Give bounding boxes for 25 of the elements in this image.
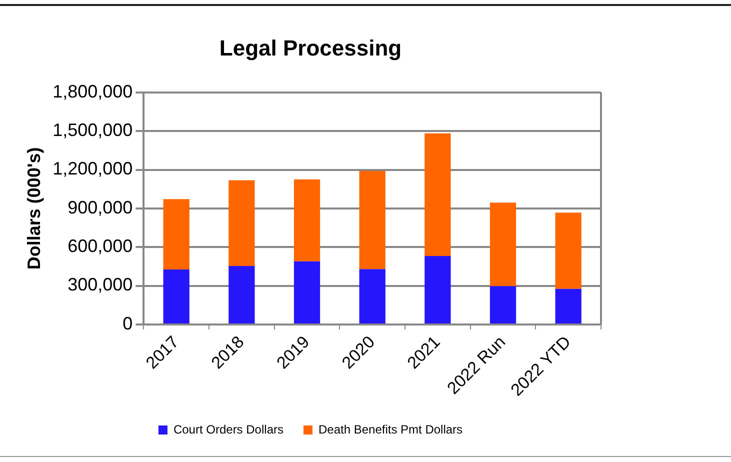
bar — [490, 286, 516, 324]
bar — [228, 266, 255, 324]
legend-label: Court Orders Dollars — [173, 422, 284, 436]
y-tick-label: 1,500,000 — [52, 120, 133, 140]
bar — [555, 212, 582, 289]
bar — [424, 133, 451, 256]
y-axis-title: Dollars (000's) — [24, 147, 44, 270]
bar — [424, 256, 451, 324]
y-tick-label: 600,000 — [68, 236, 133, 256]
bar — [163, 270, 190, 324]
y-tick-label: 1,200,000 — [52, 158, 133, 179]
y-tick-label: 300,000 — [68, 274, 133, 295]
bar — [490, 202, 516, 286]
bar — [294, 261, 320, 324]
bar — [163, 199, 190, 270]
bar — [294, 179, 320, 262]
bar — [359, 269, 386, 324]
legend-label: Death Benefits Pmt Dollars — [318, 422, 463, 436]
bar — [555, 288, 582, 324]
bar — [359, 170, 386, 270]
y-tick-label: 1,800,000 — [52, 81, 133, 102]
y-tick-label: 0 — [122, 313, 133, 334]
bar — [228, 180, 255, 266]
chart-title: Legal Processing — [219, 35, 402, 60]
y-tick-label: 900,000 — [68, 197, 133, 218]
